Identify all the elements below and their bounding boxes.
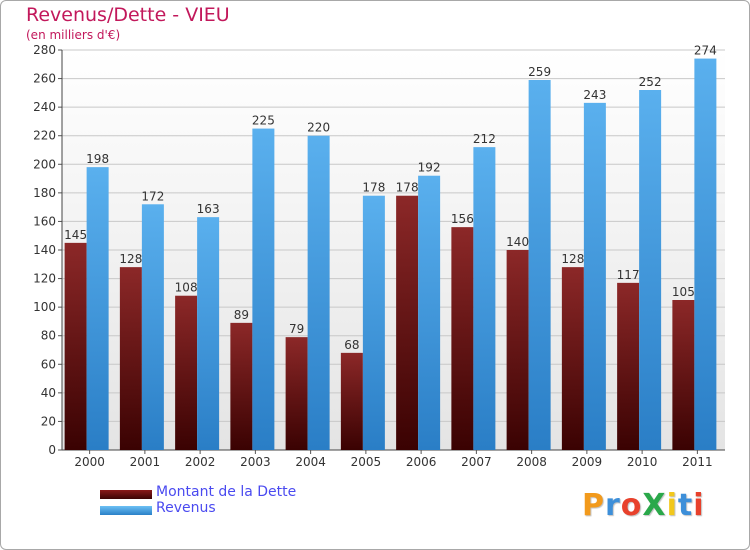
y-tick-label-220: 220 xyxy=(33,129,56,143)
value-label-revenus-2006: 192 xyxy=(418,161,441,175)
bar-revenus-2010 xyxy=(639,90,662,450)
legend-label-dette: Montant de la Dette xyxy=(156,484,297,500)
value-label-dette-2005: 68 xyxy=(344,338,359,352)
value-label-dette-2006: 178 xyxy=(396,181,419,195)
chart-subtitle: (en milliers d'€) xyxy=(26,28,121,42)
value-label-revenus-2008: 259 xyxy=(528,65,551,79)
legend-swatch-dette xyxy=(100,490,152,499)
bar-revenus-2011 xyxy=(694,58,717,450)
logo-letter: i xyxy=(693,488,705,523)
x-tick-label-2002: 2002 xyxy=(185,455,216,469)
y-tick-label-100: 100 xyxy=(33,300,56,314)
bar-revenus-2006 xyxy=(418,175,441,450)
bar-revenus-2001 xyxy=(141,204,164,450)
x-tick-label-2003: 2003 xyxy=(240,455,271,469)
y-tick-label-20: 20 xyxy=(41,414,56,428)
y-tick-label-140: 140 xyxy=(33,243,56,257)
value-label-dette-2007: 156 xyxy=(451,212,474,226)
bar-revenus-2007 xyxy=(473,147,496,450)
x-tick-label-2000: 2000 xyxy=(74,455,105,469)
bar-dette-2010 xyxy=(617,282,640,450)
value-label-dette-2003: 89 xyxy=(234,308,249,322)
y-tick-label-160: 160 xyxy=(33,214,56,228)
bar-dette-2003 xyxy=(230,322,253,450)
y-tick-label-260: 260 xyxy=(33,72,56,86)
y-tick-label-120: 120 xyxy=(33,272,56,286)
proxiti-logo: ProXiti xyxy=(582,488,705,523)
x-tick-label-2001: 2001 xyxy=(130,455,161,469)
y-tick-label-60: 60 xyxy=(41,357,56,371)
bar-dette-2011 xyxy=(672,300,695,450)
bar-revenus-2002 xyxy=(197,217,220,450)
x-tick-label-2009: 2009 xyxy=(572,455,603,469)
value-label-revenus-2007: 212 xyxy=(473,132,496,146)
logo-letter: X xyxy=(642,488,667,523)
legend-label-revenus: Revenus xyxy=(156,500,216,516)
value-label-revenus-2004: 220 xyxy=(307,121,330,135)
bar-dette-2009 xyxy=(561,267,584,450)
value-label-dette-2004: 79 xyxy=(289,322,304,336)
bar-revenus-2005 xyxy=(362,195,385,450)
value-label-revenus-2010: 252 xyxy=(639,75,662,89)
logo-letter: i xyxy=(666,488,678,523)
x-tick-label-2004: 2004 xyxy=(295,455,326,469)
value-label-revenus-2000: 198 xyxy=(86,152,109,166)
bar-revenus-2003 xyxy=(252,128,275,451)
value-label-dette-2011: 105 xyxy=(672,285,695,299)
value-label-revenus-2003: 225 xyxy=(252,114,275,128)
value-label-dette-2001: 128 xyxy=(119,252,142,266)
x-tick-label-2008: 2008 xyxy=(516,455,547,469)
value-label-dette-2008: 140 xyxy=(506,235,529,249)
y-tick-label-280: 280 xyxy=(33,43,56,57)
logo-letter: o xyxy=(620,488,643,523)
value-label-revenus-2002: 163 xyxy=(197,202,220,216)
bar-revenus-2008 xyxy=(528,80,551,450)
x-tick-label-2010: 2010 xyxy=(627,455,658,469)
bar-revenus-2009 xyxy=(583,102,606,450)
bar-dette-2004 xyxy=(285,337,308,450)
value-label-revenus-2001: 172 xyxy=(141,189,164,203)
logo-letter: P xyxy=(582,488,605,523)
x-tick-label-2006: 2006 xyxy=(406,455,437,469)
logo-letter: t xyxy=(677,488,694,523)
bar-dette-2001 xyxy=(119,267,142,450)
bar-dette-2002 xyxy=(175,295,198,450)
x-tick-label-2011: 2011 xyxy=(682,455,713,469)
y-tick-label-200: 200 xyxy=(33,157,56,171)
value-label-dette-2009: 128 xyxy=(561,252,584,266)
chart-title: Revenus/Dette - VIEU xyxy=(26,4,230,26)
logo-letter: r xyxy=(605,488,621,523)
x-tick-label-2005: 2005 xyxy=(351,455,382,469)
value-label-revenus-2011: 274 xyxy=(694,44,717,58)
value-label-dette-2000: 145 xyxy=(64,228,87,242)
value-label-revenus-2009: 243 xyxy=(583,88,606,102)
bar-dette-2008 xyxy=(506,250,529,450)
y-tick-label-180: 180 xyxy=(33,186,56,200)
y-tick-label-240: 240 xyxy=(33,100,56,114)
value-label-dette-2002: 108 xyxy=(175,281,198,295)
x-tick-label-2007: 2007 xyxy=(461,455,492,469)
value-label-revenus-2005: 178 xyxy=(362,181,385,195)
bar-revenus-2000 xyxy=(86,167,109,450)
y-tick-label-40: 40 xyxy=(41,386,56,400)
bar-dette-2006 xyxy=(396,195,419,450)
bar-dette-2000 xyxy=(64,242,87,450)
y-tick-label-0: 0 xyxy=(48,443,56,457)
value-label-dette-2010: 117 xyxy=(617,268,640,282)
bar-dette-2007 xyxy=(451,227,474,450)
bar-revenus-2004 xyxy=(307,135,330,450)
bar-dette-2005 xyxy=(340,352,363,450)
y-tick-label-80: 80 xyxy=(41,329,56,343)
legend-swatch-revenus xyxy=(100,506,152,515)
